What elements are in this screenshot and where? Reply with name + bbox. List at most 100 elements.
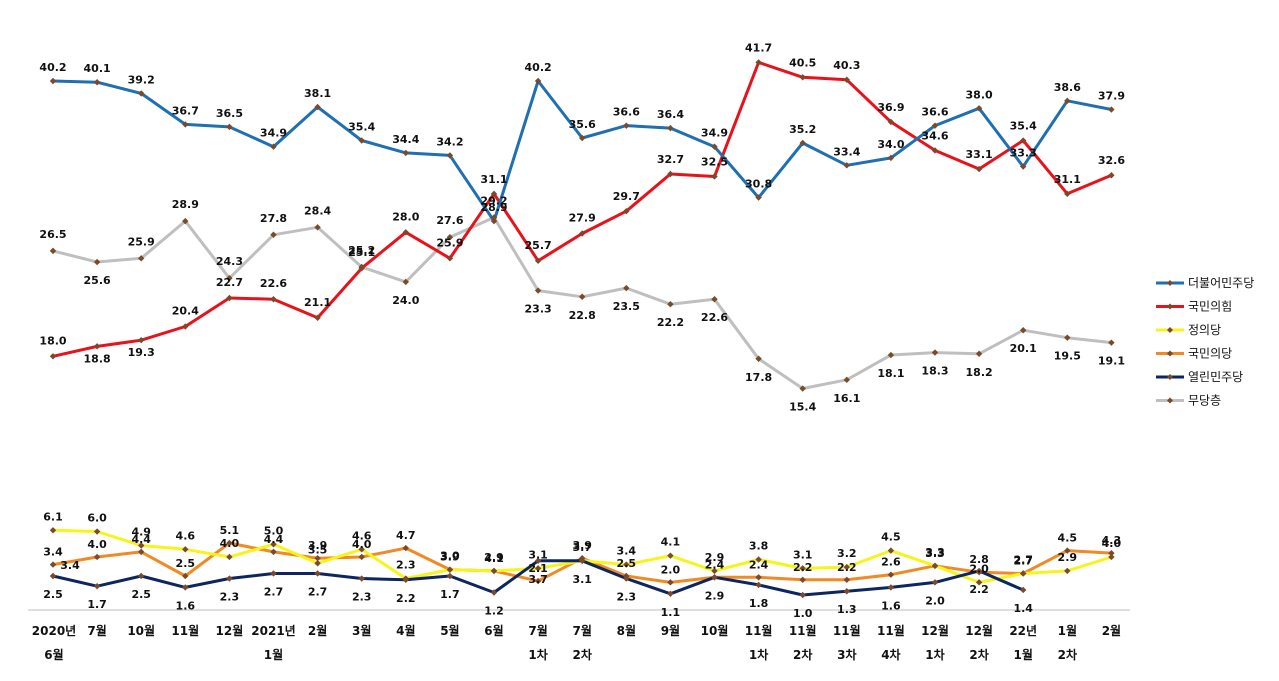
data-labels: 40.2 40.1 39.2 36.7 36.5 34.9 38.1 35.4 34.4 34.2… [39,41,1125,620]
data-label: 22.8 [569,309,596,322]
data-point-marker [579,557,586,564]
data-point-marker [93,582,101,590]
data-point-marker [93,79,101,86]
data-point-marker [138,542,145,549]
data-point-marker [93,553,101,561]
data-label: 5.0 [264,524,284,537]
data-point-marker [446,572,454,580]
data-label: 4.9 [131,526,151,539]
data-label: 25.9 [436,236,463,249]
series-line-0 [52,79,1112,223]
data-label: 22.7 [216,276,243,289]
data-label: 34.6 [921,129,948,142]
data-label: 34.4 [392,133,419,146]
legend-label: 열린민주당 [1188,370,1243,384]
data-point-marker [1020,586,1027,594]
data-point-marker [799,74,806,81]
data-label: 3.4 [43,546,63,559]
legend-marker [1167,280,1173,286]
data-point-marker [534,257,542,264]
data-point-marker [314,560,321,567]
data-point-marker [975,567,983,575]
data-label: 2.3 [617,591,637,604]
data-label: 27.9 [569,212,596,225]
data-label: 4.4 [264,533,284,546]
x-tick-label-line2: 1차 [528,647,547,662]
data-label: 3.8 [749,539,769,552]
data-point-marker [270,548,277,556]
data-label: 40.5 [789,56,816,69]
data-label: 40.2 [525,61,552,74]
data-point-marker [226,553,233,561]
data-label: 2.7 [308,585,328,598]
data-point-marker [931,349,939,356]
x-tick-label: 12월 [216,623,244,638]
data-label: 18.1 [877,367,904,380]
data-point-marker [711,296,718,303]
data-label: 27.6 [436,214,463,227]
data-point-marker [799,385,806,392]
data-label: 31.1 [480,173,507,186]
data-label: 4.0 [220,537,240,550]
data-label: 3.9 [308,539,328,552]
data-label: 19.5 [1054,350,1081,363]
data-label: 32.6 [1098,154,1125,167]
data-point-marker [755,59,762,66]
x-tick-label: 12월 [965,623,993,638]
data-label: 38.6 [1054,81,1081,94]
data-label: 29.2 [480,194,507,207]
x-tick-label-line2: 2차 [793,647,812,662]
data-label: 36.6 [613,106,640,119]
data-point-marker [667,124,674,132]
data-label: 25.9 [128,235,155,248]
data-label: 23.3 [525,303,552,316]
data-point-marker [975,350,983,357]
data-label: 4.5 [1058,532,1078,545]
data-point-marker [843,563,850,571]
data-point-marker [182,121,189,128]
data-point-marker [182,546,189,553]
data-label: 3.3 [925,547,945,560]
data-label: 1.8 [749,597,769,610]
x-tick-label-line2: 2차 [969,647,988,662]
data-label: 3.7 [572,541,592,554]
data-label: 34.2 [436,135,463,148]
data-point-marker [534,77,542,85]
data-label: 1.3 [837,603,857,616]
x-tick-label: 11월 [171,623,199,638]
data-point-marker [182,323,189,330]
data-point-marker [138,572,145,580]
data-label: 27.8 [260,212,287,225]
data-label: 4.6 [352,529,372,542]
data-label: 2.5 [131,588,151,601]
data-point-marker [579,230,586,237]
data-point-marker [402,576,409,584]
data-point-marker [975,579,983,586]
x-tick-label-line2: 2차 [1058,647,1077,662]
data-point-marker [49,353,57,360]
data-point-marker [490,190,498,198]
x-tick-label: 4월 [396,623,415,638]
data-label: 4.0 [1102,537,1122,550]
data-point-marker [534,557,542,564]
data-label: 28.4 [304,204,331,217]
x-axis-tick-labels: 2020년 6월 7월 10월 11월 12월 2021년 1월 2월 3월 4월 5월 6월 7월 1차 7… [32,623,1121,662]
series-markers [49,59,1115,599]
data-label: 18.0 [39,334,66,347]
data-point-marker [843,162,850,169]
data-point-marker [799,139,806,147]
x-tick-label: 7월 [528,623,547,638]
data-point-marker [446,255,454,262]
data-point-marker [1020,163,1027,170]
data-point-marker [1064,334,1071,341]
data-label: 22.2 [657,316,684,329]
x-tick-label: 12월 [921,623,949,638]
data-point-marker [402,278,409,286]
data-label: 2.7 [264,585,284,598]
data-point-marker [226,539,233,547]
data-point-marker [49,247,57,255]
data-point-marker [711,567,718,575]
data-point-marker [226,294,233,302]
x-tick-label: 10월 [701,623,729,638]
